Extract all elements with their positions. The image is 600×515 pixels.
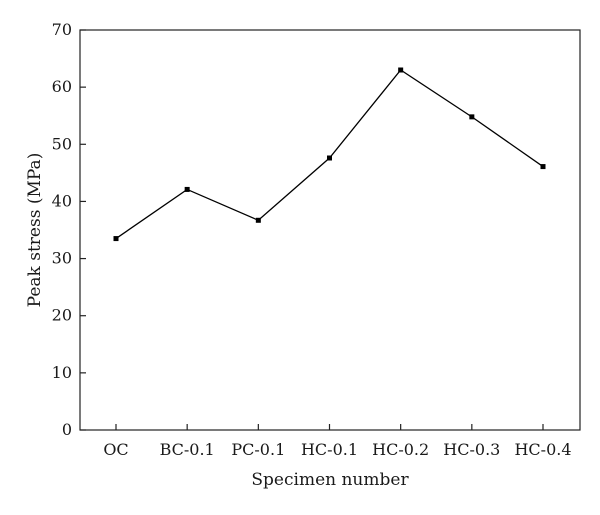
- data-point: [540, 164, 546, 170]
- series-line: [115, 69, 544, 240]
- x-tick-label: PC-0.1: [231, 440, 285, 459]
- y-axis: 0 10 20 30 40 50 60 70: [52, 20, 86, 439]
- data-point: [113, 236, 119, 242]
- y-tick-label: 40: [52, 191, 72, 210]
- data-point: [327, 155, 332, 161]
- y-tick-label: 60: [52, 77, 72, 96]
- data-point: [469, 114, 475, 120]
- x-tick-label: BC-0.1: [160, 440, 215, 459]
- y-tick-label: 70: [52, 20, 72, 39]
- x-tick-label: OC: [103, 440, 128, 459]
- data-point: [255, 217, 261, 223]
- data-point: [184, 186, 190, 192]
- y-axis-title: Peak stress (MPa): [25, 153, 45, 308]
- x-tick-label: HC-0.1: [301, 440, 358, 459]
- y-tick-label: 0: [62, 420, 72, 439]
- y-tick-label: 10: [52, 363, 72, 382]
- series-markers: [113, 67, 546, 242]
- data-point: [398, 67, 404, 73]
- x-tick-label: HC-0.4: [514, 440, 571, 459]
- x-tick-label: HC-0.2: [372, 440, 429, 459]
- y-tick-label: 30: [52, 249, 72, 268]
- y-tick-label: 50: [52, 134, 72, 153]
- x-axis-title: Specimen number: [251, 470, 409, 490]
- plot-frame: [79, 29, 581, 431]
- x-tick-label: HC-0.3: [443, 440, 500, 459]
- x-axis: OC BC-0.1 PC-0.1 HC-0.1 HC-0.2 HC-0.3 HC-0.4: [103, 424, 572, 459]
- y-tick-label: 20: [52, 306, 72, 325]
